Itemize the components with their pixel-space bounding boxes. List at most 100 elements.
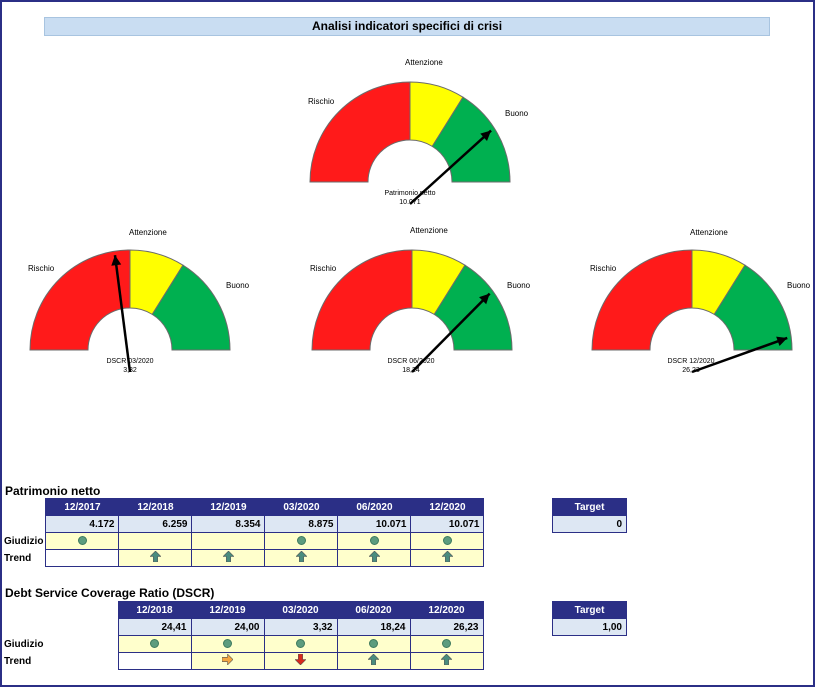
trend-down-arrow-icon (294, 653, 307, 666)
pn-trend-row: Trend (2, 549, 485, 567)
pn-target-table: Target 0 (552, 498, 627, 533)
gauge-good-band (151, 264, 231, 351)
gauge-needle-head-icon (480, 130, 492, 141)
row-spacer (2, 516, 46, 533)
gauge-label-risk: Rischio (308, 97, 335, 106)
gauge-label-risk: Rischio (590, 264, 617, 273)
giudizio-cell (409, 635, 484, 653)
pn-col-header: 12/2020 (410, 498, 485, 516)
trend-up-arrow-icon (441, 550, 454, 563)
dscr-col-header: 06/2020 (336, 601, 411, 619)
gauge-dial (29, 249, 231, 373)
target-header: Target (552, 498, 627, 516)
trend-cell (118, 549, 193, 567)
gauge-risk-band (309, 81, 411, 183)
gauge-caption-name: DSCR 03/2020 (106, 358, 154, 365)
pn-header-row: 12/2017 12/2018 12/2019 03/2020 06/2020 … (2, 498, 485, 516)
pn-giudizio-row: Giudizio (2, 532, 485, 550)
pn-value-cell: 8.875 (264, 515, 339, 533)
giudizio-cell (410, 532, 485, 550)
trend-up-arrow-icon (295, 550, 308, 563)
pn-col-header: 03/2020 (264, 498, 339, 516)
pn-value-cell: 8.354 (191, 515, 266, 533)
giudizio-label: Giudizio (4, 535, 44, 547)
gauge-needle (411, 292, 491, 373)
trend-up-arrow-icon (149, 550, 162, 563)
giudizio-cell (190, 635, 265, 653)
gauge-good-band (431, 96, 511, 183)
gauge-caption-name: DSCR 12/2020 (667, 358, 715, 365)
gauge-caption-value: 26,23 (682, 367, 700, 374)
trend-cell (263, 652, 338, 670)
giudizio-cell (337, 532, 412, 550)
pn-value-cell: 4.172 (45, 515, 120, 533)
dscr-value-cell: 3,32 (263, 618, 338, 636)
pn-col-header: 06/2020 (337, 498, 412, 516)
gauge-needle (113, 255, 132, 373)
pn-col-header: 12/2017 (45, 498, 120, 516)
gauge-needle-head-icon (111, 255, 122, 266)
pn-value-cell: 10.071 (337, 515, 412, 533)
dscr-giudizio-row: Giudizio (2, 635, 484, 653)
status-dot-icon (223, 639, 232, 649)
pn-col-header: 12/2018 (118, 498, 193, 516)
gauge-dial (591, 249, 793, 374)
trend-up-arrow-icon (222, 550, 235, 563)
gauge-dial (309, 81, 511, 205)
trend-label: Trend (4, 552, 32, 564)
pn-value-cell: 10.071 (410, 515, 485, 533)
gauge-patrimonio-netto (302, 70, 522, 215)
dscr-values-row: 24,41 24,00 3,32 18,24 26,23 (2, 618, 484, 636)
dscr-col-header: 12/2020 (409, 601, 484, 619)
gauge-dscr-06-2020 (304, 238, 524, 383)
gauge-dscr-03-2020 (22, 238, 242, 383)
giudizio-cell (45, 532, 120, 550)
trend-cell (191, 549, 266, 567)
trend-up-arrow-icon (367, 653, 380, 666)
trend-right-arrow-icon (221, 653, 234, 666)
gauge-good-band (713, 264, 793, 351)
trend-cell (264, 549, 339, 567)
giudizio-cell (191, 532, 266, 550)
gauge-caption: Patrimonio netto 10.071 (360, 189, 460, 207)
gauge-dscr-12-2020 (584, 238, 804, 383)
trend-cell (336, 652, 411, 670)
gauge-label-warn: Attenzione (690, 228, 728, 237)
gauge-label-good: Buono (226, 281, 250, 290)
gauge-caption: DSCR 12/2020 26,23 (641, 357, 741, 375)
gauge-needle-head-icon (776, 336, 788, 347)
dscr-value-cell: 18,24 (336, 618, 411, 636)
status-dot-icon (296, 639, 305, 649)
target-value: 0 (552, 515, 627, 533)
status-dot-icon (296, 536, 306, 546)
status-dot-icon (369, 536, 379, 546)
gauge-label-warn: Attenzione (410, 226, 448, 235)
giudizio-cell (118, 532, 193, 550)
trend-up-arrow-icon (368, 550, 381, 563)
gauge-caption-value: 10.071 (399, 199, 421, 206)
pn-table: 12/2017 12/2018 12/2019 03/2020 06/2020 … (2, 498, 485, 567)
dscr-target-table: Target 1,00 (552, 601, 627, 636)
dscr-value-cell: 26,23 (409, 618, 484, 636)
gauge-risk-band (591, 249, 693, 351)
gauge-needle (691, 336, 788, 374)
gauge-caption-name: Patrimonio netto (384, 190, 436, 197)
row-spacer (2, 619, 118, 636)
trend-cell (410, 549, 485, 567)
gauge-label-good: Buono (505, 109, 529, 118)
gauge-risk-band (29, 249, 131, 351)
giudizio-label: Giudizio (4, 638, 44, 650)
status-dot-icon (442, 536, 452, 546)
dscr-value-cell: 24,41 (117, 618, 192, 636)
target-value: 1,00 (552, 618, 627, 636)
gauge-caption-name: DSCR 06/2020 (387, 358, 435, 365)
target-header: Target (552, 601, 627, 619)
status-dot-icon (150, 639, 159, 649)
status-dot-icon (369, 639, 378, 649)
pn-values-row: 4.172 6.259 8.354 8.875 10.071 10.071 (2, 515, 485, 533)
gauge-label-good: Buono (787, 281, 811, 290)
gauge-label-risk: Rischio (310, 264, 337, 273)
trend-cell (45, 549, 120, 567)
trend-up-arrow-icon (440, 653, 453, 666)
